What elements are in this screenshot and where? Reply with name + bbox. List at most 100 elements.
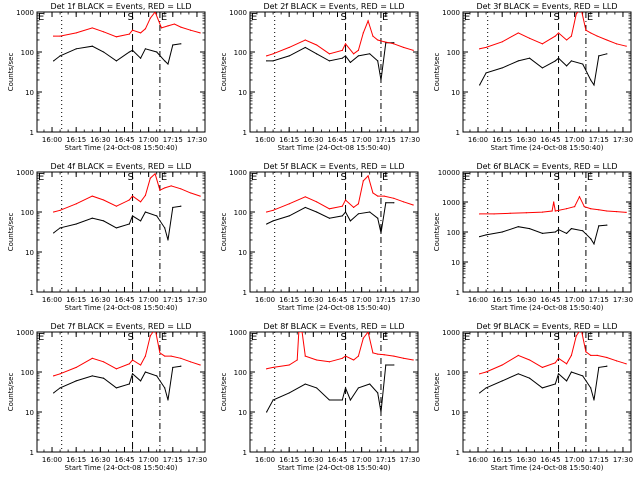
y-axis-label: Counts/sec	[220, 53, 228, 92]
series-lld-point	[199, 195, 201, 197]
series-events-point	[315, 387, 318, 389]
chart-title: Det 5f BLACK = Events, RED = LLD	[263, 162, 404, 171]
series-events-point	[131, 49, 134, 51]
x-tick-label: 16:45	[327, 456, 347, 464]
y-tick-label: 100	[234, 209, 247, 217]
series-lld-point	[272, 209, 274, 211]
x-tick-label: 16:45	[114, 296, 134, 304]
series-lld-point	[272, 53, 274, 55]
series-events-point	[380, 411, 382, 413]
series-events-point	[341, 215, 343, 217]
series-events-point	[485, 72, 487, 74]
series-lld-point	[164, 187, 166, 189]
series-events-point	[328, 60, 331, 62]
x-tick-label: 16:15	[66, 136, 86, 144]
series-lld-point	[362, 180, 364, 182]
series-lld-point	[266, 211, 268, 213]
series-events-point	[131, 373, 134, 375]
marker-e-right: E	[382, 332, 388, 343]
x-tick-label: 16:00	[255, 136, 275, 144]
marker-e-left: E	[251, 332, 257, 343]
series-lld-point	[352, 206, 355, 209]
series-events-point	[75, 380, 77, 382]
plot-frame	[462, 331, 632, 453]
series-lld-point	[144, 194, 147, 197]
x-tick-label: 16:45	[327, 136, 347, 144]
series-lld-point	[144, 355, 147, 357]
series-lld-point	[115, 36, 118, 38]
series-lld-point	[315, 201, 318, 203]
series-lld-point	[528, 359, 531, 361]
series-lld-point	[479, 373, 481, 375]
x-axis-label: Start Time (24-Oct-08 15:50:40)	[65, 304, 178, 312]
series-lld-point	[596, 354, 598, 357]
series-events-point	[167, 399, 169, 401]
series-lld-line	[53, 172, 201, 213]
series-lld-point	[367, 332, 369, 333]
series-events-point	[557, 373, 560, 375]
series-events-point	[53, 232, 55, 234]
series-events-point	[554, 231, 556, 233]
series-events-point	[593, 84, 595, 86]
series-lld-point	[525, 212, 527, 214]
series-lld-point	[328, 53, 331, 55]
series-events-point	[180, 205, 182, 207]
x-tick-label: 16:15	[279, 456, 299, 464]
y-tick-label: 1	[243, 289, 247, 297]
series-events-point	[385, 202, 387, 204]
plot-frame	[36, 11, 206, 133]
series-events-point	[517, 226, 519, 228]
series-lld-point	[59, 373, 61, 375]
series-lld-point	[372, 35, 374, 37]
series-events-point	[75, 223, 77, 225]
series-lld-point	[149, 177, 151, 179]
series-events-point	[91, 45, 93, 47]
series-events-line	[266, 202, 394, 234]
marker-e-left: E	[464, 172, 470, 183]
series-lld-point	[393, 355, 395, 357]
series-lld-line	[53, 12, 201, 38]
x-tick-label: 16:30	[516, 456, 536, 464]
series-events-point	[164, 387, 166, 389]
series-lld-point	[557, 357, 560, 359]
series-events-point	[172, 366, 174, 369]
series-events-point	[479, 392, 481, 394]
series-events-point	[288, 392, 290, 394]
series-lld-point	[296, 359, 298, 361]
series-events-point	[565, 232, 568, 234]
series-lld-point	[173, 23, 176, 25]
x-tick-label: 16:30	[90, 456, 110, 464]
series-lld-point	[315, 359, 318, 361]
series-lld-point	[189, 192, 192, 194]
x-tick-label: 16:30	[90, 136, 110, 144]
series-events-point	[128, 383, 130, 385]
series-events-point	[377, 392, 379, 394]
series-events-point	[59, 227, 61, 229]
x-tick-label: 17:30	[400, 456, 420, 464]
series-events-point	[344, 55, 347, 57]
series-lld-point	[606, 356, 608, 359]
series-events-point	[304, 46, 306, 49]
series-events-point	[102, 377, 105, 379]
marker-e-left: E	[251, 12, 257, 23]
series-events-point	[156, 375, 158, 377]
x-tick-label: 17:00	[139, 456, 159, 464]
series-lld-point	[149, 17, 151, 19]
marker-s: S	[554, 172, 560, 183]
x-tick-label: 16:15	[492, 456, 512, 464]
series-events-point	[541, 232, 544, 234]
x-axis-label: Start Time (24-Oct-08 15:50:40)	[278, 464, 391, 472]
chart-title: Det 8f BLACK = Events, RED = LLD	[263, 322, 404, 331]
x-tick-label: 17:15	[163, 456, 183, 464]
series-lld-point	[393, 197, 395, 199]
series-events-point	[115, 227, 118, 229]
series-lld-point	[565, 208, 568, 210]
series-lld-point	[91, 27, 93, 29]
marker-e-left: E	[251, 172, 257, 183]
series-lld-point	[485, 371, 487, 373]
series-lld-point	[578, 196, 581, 198]
series-lld-point	[131, 29, 134, 31]
series-lld-point	[102, 361, 105, 363]
x-tick-label: 17:00	[352, 456, 372, 464]
series-lld-point	[341, 357, 343, 359]
